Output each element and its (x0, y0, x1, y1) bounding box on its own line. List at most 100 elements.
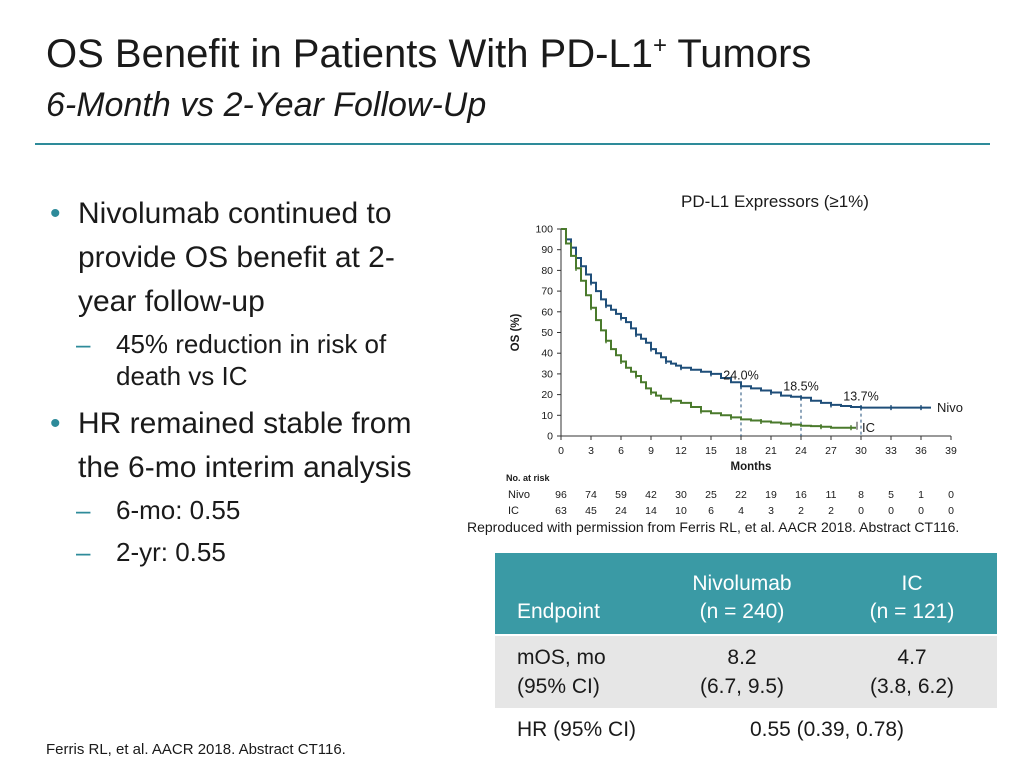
sub-list-wrapper: – 45% reduction in risk of death vs IC (50, 328, 450, 392)
endpoint-table: Endpoint Nivolumab (n = 240) IC (n = 121… (495, 553, 997, 750)
x-tick-label: 9 (648, 445, 654, 457)
x-axis-label: Months (731, 461, 772, 473)
table-row: mOS, mo (95% CI) 8.2 (6.7, 9.5) 4.7 (3.8… (495, 634, 997, 708)
survival-annotation: 24.0% (723, 368, 758, 382)
sub-bullet-text: 45% reduction in risk of death vs IC (116, 329, 387, 391)
sub-bullet-item: – 6-mo: 0.55 (50, 494, 450, 526)
header-ic-name: IC (901, 572, 923, 595)
km-survival-chart: PD-L1 Expressors (≥1%) 01020304050607080… (506, 192, 963, 518)
survival-annotation: 18.5% (783, 380, 818, 394)
at-risk-value: 0 (948, 489, 954, 501)
table-header-row: Endpoint Nivolumab (n = 240) IC (n = 121… (495, 553, 997, 635)
series-line-ic (561, 228, 856, 429)
survival-annotation: 13.7% (843, 390, 878, 404)
x-tick-label: 18 (735, 445, 747, 457)
at-risk-value: 59 (615, 489, 627, 501)
at-risk-value: 0 (918, 505, 924, 517)
y-tick-label: 80 (541, 265, 553, 277)
y-tick-label: 100 (535, 224, 553, 236)
at-risk-value: 2 (798, 505, 804, 517)
row-label-line: (95% CI) (517, 675, 600, 698)
at-risk-value: 5 (888, 489, 894, 501)
header-endpoint: Endpoint (495, 553, 657, 635)
slide-title-superscript: + (652, 32, 667, 59)
at-risk-value: 96 (555, 489, 567, 501)
chart-title: PD-L1 Expressors (≥1%) (681, 192, 869, 211)
row-label-line: mOS, mo (517, 646, 606, 669)
bullet-text: HR remained stable from the 6-mo interim… (78, 407, 412, 484)
bullet-list: • Nivolumab continued to provide OS bene… (50, 192, 450, 578)
table-row: HR (95% CI) 0.55 (0.39, 0.78) (495, 708, 997, 750)
bullet-text: Nivolumab continued to provide OS benefi… (78, 197, 395, 318)
sub-list-wrapper: – 6-mo: 0.55 – 2-yr: 0.55 (50, 494, 450, 568)
sub-bullet-item: – 45% reduction in risk of death vs IC (50, 328, 450, 392)
at-risk-value: 14 (645, 505, 657, 517)
at-risk-value: 1 (918, 489, 924, 501)
header-nivolumab-name: Nivolumab (692, 572, 792, 595)
x-tick-label: 27 (825, 445, 837, 457)
cell-value: 8.2 (727, 646, 757, 669)
at-risk-row-label: IC (508, 505, 519, 517)
at-risk-value: 16 (795, 489, 807, 501)
header-ic: IC (n = 121) (827, 553, 997, 635)
y-tick-label: 70 (541, 286, 553, 298)
y-tick-label: 10 (541, 410, 553, 422)
cell-value: 4.7 (897, 646, 927, 669)
y-tick-label: 50 (541, 327, 553, 339)
x-tick-label: 24 (795, 445, 807, 457)
slide-title-end: Tumors (666, 32, 812, 76)
x-tick-label: 15 (705, 445, 717, 457)
cell-ci: (6.7, 9.5) (699, 675, 785, 698)
y-tick-label: 0 (547, 431, 553, 443)
at-risk-value: 8 (858, 489, 864, 501)
y-tick-label: 60 (541, 306, 553, 318)
cell-ci: (3.8, 6.2) (869, 675, 955, 698)
header-nivolumab: Nivolumab (n = 240) (657, 553, 827, 635)
slide-title-text: OS Benefit in Patients With PD-L1 (46, 32, 653, 76)
at-risk-value: 74 (585, 489, 597, 501)
bullet-item: • HR remained stable from the 6-mo inter… (50, 402, 450, 490)
x-tick-label: 33 (885, 445, 897, 457)
at-risk-value: 6 (708, 505, 714, 517)
at-risk-value: 2 (828, 505, 834, 517)
x-tick-label: 21 (765, 445, 777, 457)
sub-bullet-list: – 6-mo: 0.55 – 2-yr: 0.55 (50, 494, 450, 568)
at-risk-value: 24 (615, 505, 627, 517)
dash-icon: – (76, 495, 91, 525)
y-tick-label: 30 (541, 368, 553, 380)
at-risk-title: No. at risk (506, 473, 551, 483)
x-tick-label: 39 (945, 445, 957, 457)
at-risk-row-label: Nivo (508, 489, 530, 501)
figure-caption: Reproduced with permission from Ferris R… (467, 519, 960, 535)
title-divider (35, 143, 990, 145)
series-label-ic: IC (862, 420, 875, 435)
sub-bullet-text: 6-mo: 0.55 (116, 495, 241, 525)
slide-title: OS Benefit in Patients With PD-L1+ Tumor… (46, 32, 811, 77)
bullet-dot-icon: • (50, 407, 61, 440)
sub-bullet-item: – 2-yr: 0.55 (50, 536, 450, 568)
sub-bullet-text: 2-yr: 0.55 (116, 537, 226, 567)
x-tick-label: 12 (675, 445, 687, 457)
dash-icon: – (76, 329, 91, 359)
dash-icon: – (76, 537, 91, 567)
y-tick-label: 40 (541, 348, 553, 360)
bullet-item: • Nivolumab continued to provide OS bene… (50, 192, 450, 324)
sub-bullet-list: – 45% reduction in risk of death vs IC (50, 328, 450, 392)
x-tick-label: 30 (855, 445, 867, 457)
at-risk-value: 42 (645, 489, 657, 501)
x-tick-label: 6 (618, 445, 624, 457)
row-label: HR (95% CI) (495, 708, 657, 750)
bullet-dot-icon: • (50, 197, 61, 230)
at-risk-value: 11 (826, 489, 837, 501)
header-ic-n: (n = 121) (869, 600, 955, 623)
at-risk-value: 22 (735, 489, 747, 501)
slide-subtitle: 6-Month vs 2-Year Follow-Up (46, 86, 487, 124)
cell-ic: 4.7 (3.8, 6.2) (827, 634, 997, 708)
series-line-nivo (561, 228, 931, 409)
cell-hr-value: 0.55 (0.39, 0.78) (657, 708, 997, 750)
series-label-nivo: Nivo (937, 400, 963, 415)
at-risk-value: 4 (738, 505, 744, 517)
x-tick-label: 0 (558, 445, 564, 457)
y-tick-label: 20 (541, 389, 553, 401)
